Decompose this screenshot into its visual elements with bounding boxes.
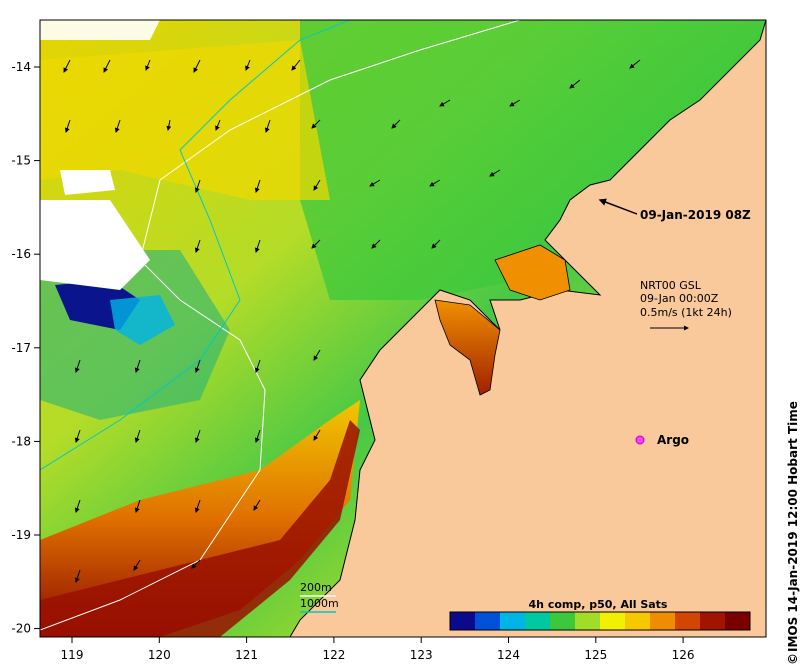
colorbar-swatch [675,612,701,630]
x-axis: 119 120 121 122 123 124 125 126 [61,637,695,662]
plot-frame [39,19,767,638]
colorbar-title: 4h comp, p50, All Sats [529,598,668,611]
depth-legend-1000m: 1000m [300,597,339,610]
x-tick-label: 126 [672,648,695,662]
colorbar-swatch [600,612,626,630]
y-tick-label: -20 [11,622,31,636]
timestamp-label: 09-Jan-2019 08Z [640,208,751,222]
argo-marker[interactable] [635,435,645,445]
current-legend-line2: 09-Jan 00:00Z [640,292,719,305]
gulf-water [434,299,501,396]
colorbar-swatch [575,612,601,630]
land-mass [289,20,766,637]
colorbar-swatch [625,612,651,630]
y-tick-label: -19 [11,528,31,542]
sst-patch-yellow [40,40,330,200]
y-tick-label: -18 [11,434,31,448]
y-tick-label: -17 [11,341,31,355]
colorbar-tick-label: 27 [463,636,477,649]
x-tick-label: 123 [410,648,433,662]
colorbar-frame [449,611,751,631]
y-axis: -14 -15 -16 -17 -18 -19 -20 [11,60,40,636]
colorbar-swatch [450,612,476,630]
credit-text: IMOS 14-Jan-2019 12:00 Hobart Time [786,401,800,652]
x-tick-label: 124 [497,648,520,662]
x-tick-label: 120 [148,648,171,662]
colorbar-swatch [700,612,726,630]
colorbar-swatch [650,612,676,630]
bay-water [494,244,571,301]
colorbar-tick-label: 30 [619,636,633,649]
x-tick-label: 125 [584,648,607,662]
current-legend-line3: 0.5m/s (1kt 24h) [640,306,732,319]
y-tick-label: -14 [11,60,31,74]
argo-label: Argo [657,433,689,447]
current-arrows [63,59,641,583]
y-tick-label: -16 [11,247,31,261]
colorbar-swatch [550,612,576,630]
contour-1000m [40,20,351,471]
sst-patch-green [300,20,766,300]
colorbar-swatch [525,612,551,630]
x-tick-label: 121 [235,648,258,662]
sst-patch-cyan [110,295,175,345]
cloud-west-2 [60,170,115,195]
sst-patch-hot [40,420,360,637]
current-legend-line1: NRT00 GSL [640,279,702,292]
depth-legend-200m: 200m [300,581,332,594]
timestamp-pointer [598,198,638,215]
x-tick-label: 119 [61,648,84,662]
colorbar-swatch [500,612,526,630]
colorbar-swatch [475,612,501,630]
colorbar [449,611,751,631]
cloud-west [40,200,150,290]
plot-area: Argo 09-Jan-2019 08Z NRT00 GSL 09-Jan 00… [40,20,766,649]
colorbar-swatch [725,612,751,630]
y-tick-label: -15 [11,154,31,168]
x-tick-label: 122 [322,648,345,662]
credit-copyright: © [786,653,800,665]
cloud-north [40,20,160,40]
colorbar-tick-label: 32 [723,636,737,649]
sst-patch-warm [40,400,360,637]
colorbar-tick-label: 29 [567,636,581,649]
